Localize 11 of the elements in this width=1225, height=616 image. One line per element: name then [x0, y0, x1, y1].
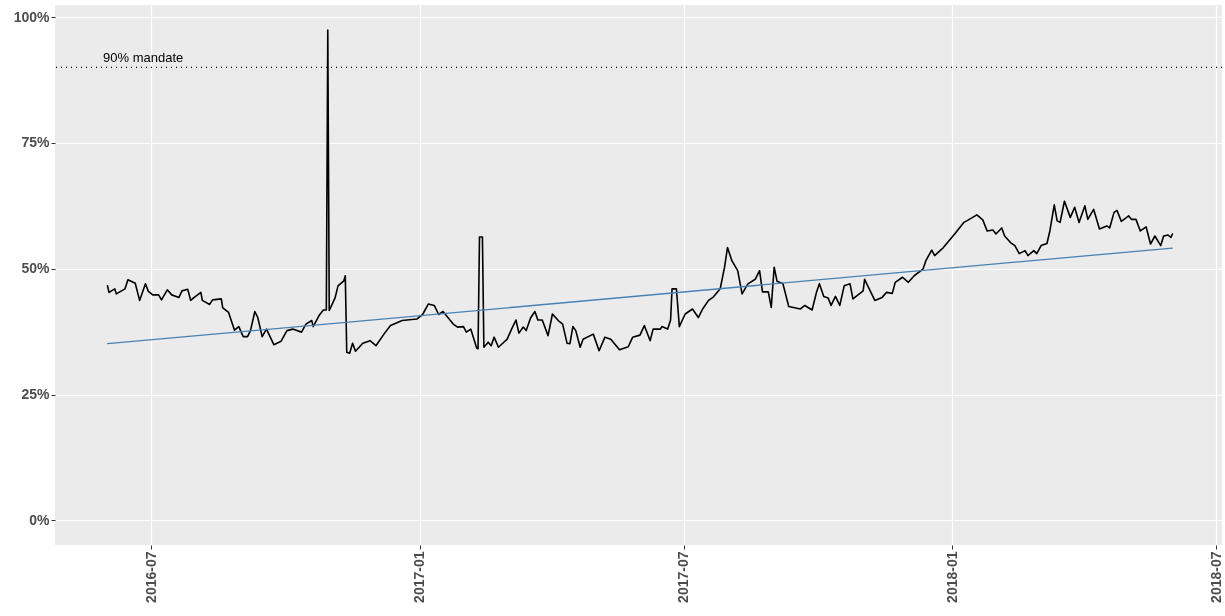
y-tick-label: 0% [29, 511, 51, 528]
y-tick-label: 100% [13, 8, 51, 25]
x-tick-label: 2017-01 [411, 551, 428, 603]
x-tick-label: 2017-07 [675, 551, 692, 603]
y-tick-label: 50% [21, 260, 51, 277]
x-tick-label: 2018-07 [1207, 551, 1224, 603]
x-tick-label: 2018-01 [943, 551, 960, 603]
x-tick-label: 2016-07 [142, 551, 159, 603]
ref-line-label: 90% mandate [103, 50, 184, 66]
y-tick-label: 25% [21, 386, 51, 403]
y-tick-label: 75% [21, 134, 51, 151]
